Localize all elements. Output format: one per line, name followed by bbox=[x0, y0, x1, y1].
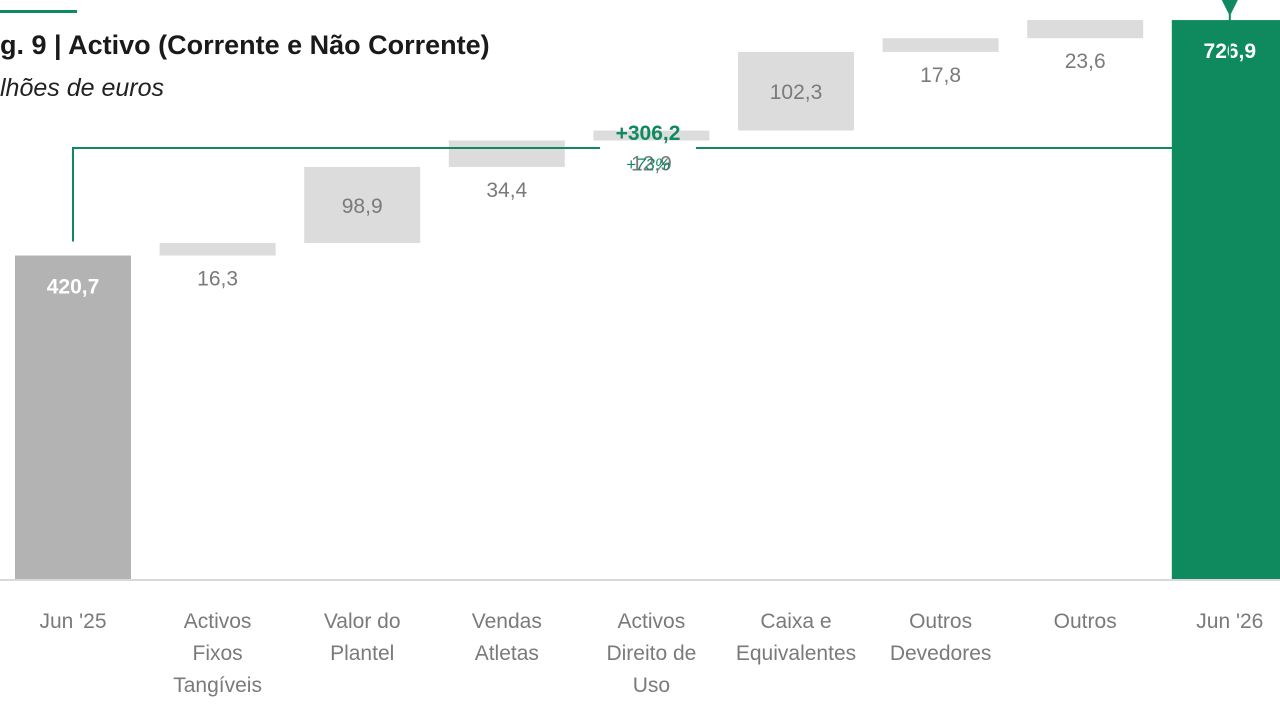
category-label-8: Outros bbox=[1054, 610, 1117, 633]
bar-3 bbox=[304, 166, 421, 243]
delta-percent: +73% bbox=[626, 155, 670, 174]
category-label-7: Outros Devedores bbox=[890, 610, 992, 665]
chart-title: g. 9 | Activo (Corrente e Não Corrente) bbox=[0, 30, 490, 60]
bar-8 bbox=[1027, 20, 1144, 39]
bar-6 bbox=[738, 51, 854, 131]
category-label-1: Jun '25 bbox=[39, 610, 106, 633]
category-label-4: Vendas Atletas bbox=[472, 610, 542, 665]
data-label-4: 34,4 bbox=[486, 179, 527, 202]
bar-1 bbox=[15, 255, 131, 579]
bar-2 bbox=[159, 242, 276, 256]
bar-4 bbox=[448, 140, 565, 167]
data-label-3: 98,9 bbox=[342, 195, 383, 218]
data-label-7: 17,8 bbox=[920, 64, 961, 87]
bar-5 bbox=[593, 130, 710, 141]
category-label-5: Activos Direito de Uso bbox=[606, 610, 696, 697]
category-label-9: Jun '26 bbox=[1196, 610, 1263, 633]
delta-value: +306,2 bbox=[616, 122, 681, 145]
category-label-3: Valor do Plantel bbox=[324, 610, 401, 665]
bracket-arrow-icon bbox=[1221, 0, 1238, 17]
bar-9 bbox=[1171, 20, 1280, 580]
data-label-1: 420,7 bbox=[47, 276, 100, 299]
data-label-6: 102,3 bbox=[770, 81, 823, 104]
data-label-2: 16,3 bbox=[197, 268, 238, 291]
title-accent-line bbox=[0, 10, 77, 13]
bracket-left-line bbox=[72, 147, 600, 242]
category-label-6: Caixa e Equivalentes bbox=[736, 610, 856, 665]
data-label-5: 12,9 bbox=[631, 152, 672, 175]
bracket-right-line bbox=[696, 0, 1231, 149]
chart-subtitle: lhões de euros bbox=[0, 74, 165, 102]
bar-7 bbox=[882, 38, 999, 52]
category-label-2: Activos Fixos Tangíveis bbox=[173, 610, 262, 697]
data-label-8: 23,6 bbox=[1065, 50, 1106, 73]
